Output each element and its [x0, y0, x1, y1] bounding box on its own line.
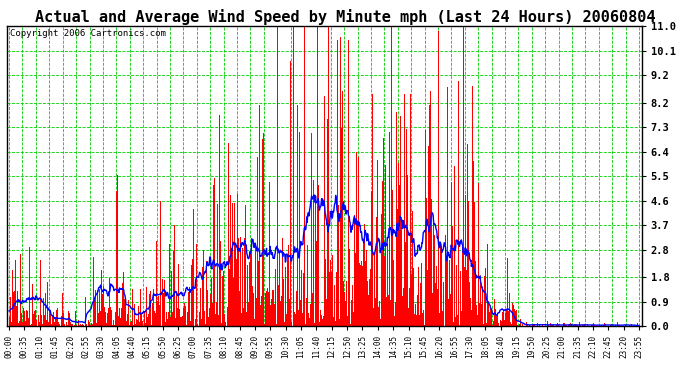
Text: Copyright 2006 Cartronics.com: Copyright 2006 Cartronics.com: [10, 29, 166, 38]
Text: Actual and Average Wind Speed by Minute mph (Last 24 Hours) 20060804: Actual and Average Wind Speed by Minute …: [34, 9, 655, 26]
